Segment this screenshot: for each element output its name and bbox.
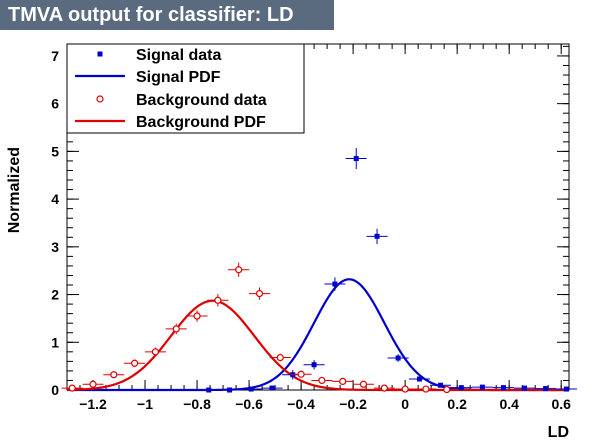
data-point — [422, 385, 430, 393]
data-point — [401, 385, 409, 393]
data-point — [339, 377, 347, 386]
data-point — [89, 380, 97, 388]
legend-box — [66, 43, 305, 134]
legend-marker — [96, 95, 104, 103]
x-tick-label: −0.4 — [287, 396, 315, 412]
data-point — [248, 386, 254, 392]
data-point — [214, 296, 222, 304]
legend-label: Signal data — [136, 47, 221, 64]
data-point — [297, 370, 305, 378]
data-point — [443, 385, 451, 394]
y-axis-label: Normalized — [6, 147, 23, 233]
x-tick-label: −1 — [137, 396, 153, 412]
data-point — [522, 385, 528, 391]
data-point — [110, 371, 118, 379]
y-tick-label: 3 — [51, 239, 59, 255]
data-point — [276, 353, 284, 362]
x-axis-label: LD — [548, 424, 569, 441]
data-point — [359, 380, 368, 388]
data-point — [458, 385, 464, 391]
data-point — [332, 281, 338, 287]
x-tick-label: 0.4 — [499, 396, 519, 412]
legend-label: Background PDF — [136, 114, 266, 131]
data-point — [235, 266, 243, 274]
y-tick-label: 2 — [51, 287, 59, 303]
data-point — [269, 385, 275, 391]
data-point — [206, 387, 212, 393]
pdf-curve — [67, 278, 569, 392]
y-tick-label: 5 — [51, 143, 59, 159]
legend-label: Background data — [136, 92, 267, 109]
data-point — [563, 386, 569, 392]
pdf-curve — [66, 299, 569, 392]
data-point — [227, 387, 233, 393]
x-tick-label: −0.8 — [183, 396, 211, 412]
data-point — [172, 325, 180, 333]
plot-frame — [66, 43, 570, 391]
data-point — [500, 385, 506, 391]
legend-label: Signal PDF — [136, 69, 221, 86]
legend-marker — [97, 51, 103, 57]
data-point — [255, 289, 264, 298]
x-tick-label: 0.6 — [551, 396, 571, 412]
y-tick-label: 4 — [51, 191, 59, 207]
x-tick-label: 0 — [401, 396, 409, 412]
data-point — [374, 233, 380, 239]
data-point — [353, 156, 359, 162]
y-tick-label: 7 — [51, 48, 59, 64]
y-tick-label: 0 — [51, 382, 59, 398]
data-point — [416, 376, 422, 382]
data-point — [318, 376, 326, 385]
data-point — [193, 312, 201, 320]
data-point — [68, 384, 76, 392]
data-point — [395, 355, 401, 361]
data-point — [151, 348, 160, 356]
x-tick-label: −1.2 — [79, 396, 107, 412]
data-point — [543, 386, 549, 392]
data-point — [438, 382, 444, 388]
x-tick-label: −0.6 — [235, 396, 263, 412]
data-point — [311, 362, 317, 368]
y-tick-label: 1 — [51, 334, 59, 350]
x-tick-label: −0.2 — [339, 396, 367, 412]
chart-title: TMVA output for classifier: LD — [0, 0, 334, 30]
data-point — [380, 384, 388, 392]
data-point — [479, 384, 485, 390]
x-tick-label: 0.2 — [447, 396, 467, 412]
y-tick-label: 6 — [51, 96, 59, 112]
data-point — [131, 359, 139, 367]
